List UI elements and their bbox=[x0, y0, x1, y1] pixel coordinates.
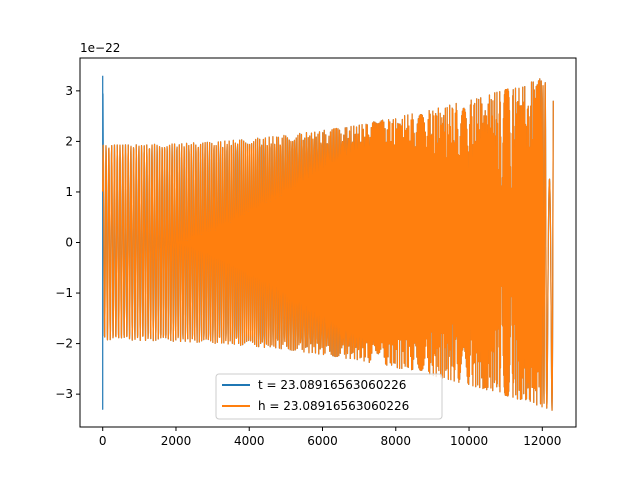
series-line-h bbox=[102, 78, 554, 411]
x-tick-label: 12000 bbox=[523, 434, 561, 448]
y-tick-label: 2 bbox=[65, 134, 73, 148]
x-tick-label: 4000 bbox=[234, 434, 265, 448]
x-axis: 0 2000 4000 6000 8000 10000 12000 bbox=[99, 427, 561, 448]
y-tick-label: 0 bbox=[65, 236, 73, 250]
y-tick-label: −1 bbox=[55, 286, 73, 300]
x-tick-label: 2000 bbox=[161, 434, 192, 448]
x-tick-label: 0 bbox=[99, 434, 107, 448]
y-tick-label: 1 bbox=[65, 185, 73, 199]
legend: t = 23.08916563060226 h = 23.08916563060… bbox=[215, 373, 443, 420]
series-layer bbox=[102, 75, 554, 411]
y-tick-label: 3 bbox=[65, 84, 73, 98]
x-tick-label: 8000 bbox=[380, 434, 411, 448]
y-offset-label: 1e−22 bbox=[80, 41, 120, 55]
legend-box bbox=[215, 373, 443, 420]
y-axis: −3 −2 −1 0 1 2 3 bbox=[55, 84, 80, 401]
y-tick-label: −2 bbox=[55, 337, 73, 351]
x-tick-label: 6000 bbox=[307, 434, 338, 448]
legend-label-t: t = 23.08916563060226 bbox=[258, 378, 406, 392]
legend-label-h: h = 23.08916563060226 bbox=[258, 399, 409, 413]
y-tick-label: −3 bbox=[55, 387, 73, 401]
x-tick-label: 10000 bbox=[450, 434, 488, 448]
